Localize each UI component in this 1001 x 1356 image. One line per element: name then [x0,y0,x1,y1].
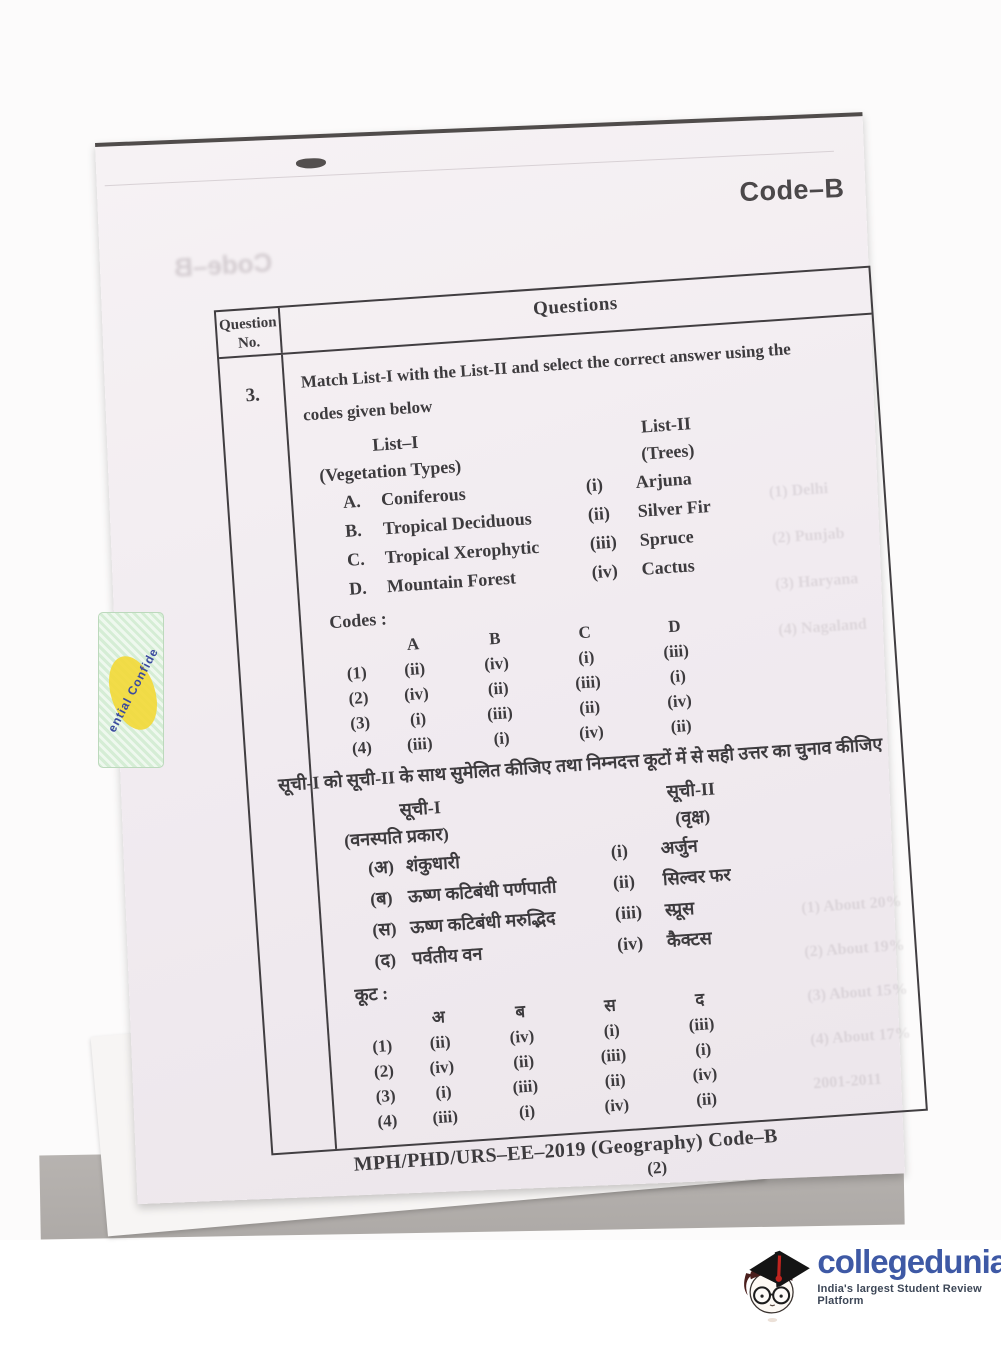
page-content: Question No. Questions 3. (1) Delhi (2) … [213,265,932,1206]
bleedthrough-text-upper: (1) Delhi (2) Punjab (3) Haryana (4) Nag… [768,479,868,639]
questions-table: Question No. Questions 3. (1) Delhi (2) … [213,265,928,1155]
table-body-row: 3. (1) Delhi (2) Punjab (3) Haryana (4) … [219,314,926,1153]
page-edge-crease [104,150,834,187]
brand-tagline: India's largest Student Review Platform [817,1283,982,1307]
list1-en: List–I (Vegetation Types) A. Coniferous … [305,418,577,605]
brand-name: collegedunia [817,1243,1001,1280]
question-content-cell: (1) Delhi (2) Punjab (3) Haryana (4) Nag… [278,314,926,1148]
bleedthrough-code-label: Code–B [173,247,274,283]
collegedunia-mascot-icon [744,1250,810,1323]
bleedthrough-text-lower: (1) About 20% (2) About 19% (3) About 15… [800,892,912,1092]
list1-hi: सूची-I (वनस्पति प्रकार) (अ) शंकुधारी (ब)… [329,783,602,978]
question-no-header: Question No. [215,307,283,357]
collegedunia-logo: collegedunia .com India's largest Studen… [735,1244,1001,1326]
confidential-sticker: ential Confide [98,612,164,768]
scanned-photo: Code–B Code–B Question No. Questions 3. [39,112,928,1240]
question-paper-page: Code–B Code–B Question No. Questions 3. [95,112,928,1205]
code-label: Code–B [738,172,846,208]
staple-mark [295,157,327,169]
